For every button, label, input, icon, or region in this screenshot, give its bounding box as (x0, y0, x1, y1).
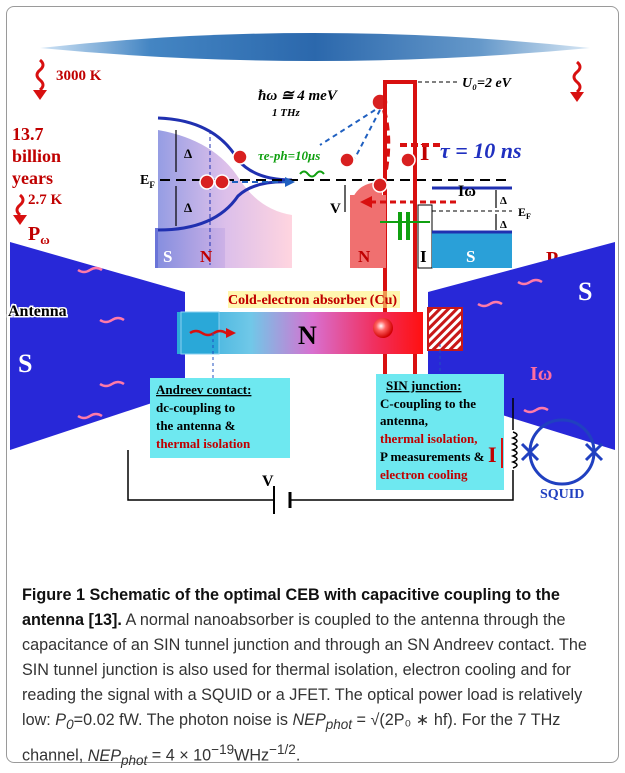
excitation-arrows (319, 109, 381, 159)
photon-energy: ħω ≅ 4 meV (258, 88, 339, 104)
delta-right-a: Δ (500, 195, 507, 207)
photon-arrow-right-top (572, 60, 582, 94)
caption-eq2-exp: −19 (211, 742, 235, 758)
band-n-left-label: N (200, 247, 213, 266)
delta-upper: Δ (184, 146, 192, 161)
band-s-left-label: S (163, 247, 172, 266)
hot-electron (373, 318, 393, 338)
andreev-box (150, 378, 290, 458)
sin-line2: C-coupling to the (380, 396, 476, 411)
squid-label: SQUID (540, 487, 584, 502)
electron-barrier (400, 152, 416, 168)
delta-right-b: Δ (500, 219, 507, 231)
caption-body2: . For the 7 THz channel, (22, 711, 561, 765)
cooper-arrow-head (285, 177, 295, 187)
electron-pair-b (214, 174, 230, 190)
caption-nep: NEPphot (292, 711, 353, 733)
delta-lower: Δ (184, 200, 192, 215)
photon-arrow-left-mid (15, 193, 25, 217)
caption-p0: P0 (55, 711, 74, 733)
v-label: V (330, 201, 341, 217)
temp-now: 2.7 K (28, 192, 63, 208)
band-n-right-body (350, 195, 386, 268)
schematic-figure: 3000 K 13.7 billion years 2.7 K Pω Pω Δ … (7, 33, 615, 514)
sin-line4: thermal isolation, (380, 431, 478, 446)
caption-eq2-unit-exp: −1/2 (269, 742, 296, 758)
temp-cmb: 3000 K (56, 68, 102, 84)
absorber-highlight (228, 291, 400, 308)
electron-right (372, 177, 388, 193)
sin-line6: electron cooling (380, 467, 468, 482)
antenna-currents-right (477, 278, 549, 414)
photon-arrow-left-top-head (33, 90, 47, 100)
band-s-right (432, 232, 512, 268)
age-line1: 13.7 (12, 124, 44, 144)
i-omega-label: Iω (458, 183, 476, 200)
bias-wire (127, 398, 514, 501)
sin-title: SIN junction: (386, 378, 462, 393)
electron-mid (339, 152, 355, 168)
caption-nep2: NEPphot (87, 746, 148, 768)
caption-end: . (295, 746, 301, 765)
caption-p0-val: =0.02 fW. The photon noise is (73, 711, 293, 729)
band-i-label: I (420, 247, 427, 266)
absorber-title-over: Cold-electron absorber (Cu) (228, 293, 397, 308)
inductor-coil (510, 431, 518, 469)
age-line2: billion (12, 146, 61, 166)
i-omega-antenna: Iω (530, 363, 552, 385)
caption-eq2-unit: WHz (234, 746, 270, 765)
p-omega-left: Pω (28, 223, 50, 247)
photon-arrow-left-mid-head (13, 215, 27, 225)
andreev-title: Andreev contact: (156, 382, 251, 397)
squid-junction-right (584, 442, 604, 462)
squid-junction-left (520, 442, 540, 462)
absorber-current-head (226, 328, 236, 338)
photon-freq: 1 THz (272, 107, 301, 119)
fermi-left: EF (140, 173, 155, 190)
absorber-current (189, 329, 228, 337)
photon-arrow-left-top (35, 58, 45, 92)
andreev-line3: the antenna & (156, 418, 236, 433)
bias-voltage: V (262, 473, 274, 490)
photon-arrow-right-top-head (570, 92, 584, 102)
i-omega-arrow-head (360, 196, 372, 208)
electron-upper-left (232, 149, 248, 165)
tau-eph: τe-ph=10μs (258, 148, 320, 163)
tau-label: τ = 10 ns (440, 138, 522, 163)
caption-eq1: = √(2P₀ ∗ hf) (352, 711, 453, 729)
caption-body1: A normal nanoabsorber is coupled to the … (22, 611, 587, 729)
sin-line5: P measurements & (380, 449, 485, 464)
band-n-left (158, 130, 292, 268)
antenna-label: Antenna (8, 303, 67, 320)
band-edge-lower (157, 180, 293, 232)
circuit-i: I (488, 442, 497, 467)
sin-line3: antenna, (380, 413, 428, 428)
caption-title: Figure 1 Schematic of the optimal CEB wi… (22, 586, 560, 629)
age-line3: years (12, 168, 53, 188)
antenna-left (10, 242, 185, 450)
figure-caption: Figure 1 Schematic of the optimal CEB wi… (22, 583, 614, 773)
i-label-top: I (420, 140, 429, 166)
phonon-wave (299, 170, 325, 178)
antenna-s-left: S (18, 349, 32, 378)
antenna-s-right: S (578, 277, 592, 306)
antenna-currents-left (77, 266, 125, 420)
andreev-line4: thermal isolation (156, 436, 251, 451)
fermi-right: EF (518, 205, 531, 221)
caption-eq2: = 4 × 10 (147, 746, 212, 765)
band-s-right-label: S (466, 247, 475, 266)
sin-box (376, 374, 504, 490)
band-n-right-label: N (358, 247, 371, 266)
andreev-line2: dc-coupling to (156, 400, 235, 415)
absorber-n: N (298, 321, 317, 350)
cmb-map (40, 33, 590, 61)
electron-pair-a (199, 174, 215, 190)
sin-junction-hatch (427, 307, 463, 351)
barrier-label: U₀=2 eV (462, 76, 513, 91)
